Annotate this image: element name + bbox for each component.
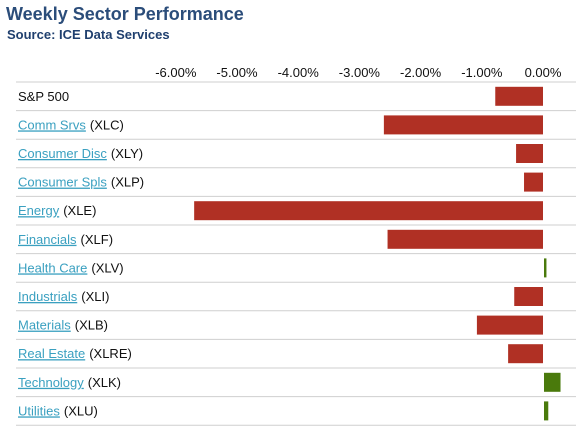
bar-consumer-spls <box>524 172 543 192</box>
sector-ticker: (XLRE) <box>89 346 132 361</box>
x-tick-label: -5.00% <box>216 65 258 80</box>
sector-name: S&P 500 <box>18 89 69 104</box>
bar-industrials <box>514 287 543 306</box>
sector-name-link[interactable]: Technology <box>18 375 84 390</box>
bar-energy <box>194 201 543 221</box>
sector-name-link[interactable]: Health Care <box>18 260 87 275</box>
sector-label: Comm Srvs (XLC) <box>18 117 124 132</box>
sector-ticker: (XLP) <box>111 175 144 190</box>
table-row: Financials (XLF) <box>16 229 576 255</box>
sector-ticker: (XLY) <box>111 146 143 161</box>
bar-financials <box>387 229 543 249</box>
sector-name-link[interactable]: Materials <box>18 318 71 333</box>
sector-label: Consumer Disc (XLY) <box>18 146 143 161</box>
sector-name-link[interactable]: Utilities <box>18 403 60 418</box>
x-axis-ticks: -6.00% -5.00% -4.00% -3.00% -2.00% -1.00% 0.00… <box>155 65 562 80</box>
sector-ticker: (XLE) <box>63 203 96 218</box>
table-row: Consumer Disc (XLY) <box>16 144 576 169</box>
sector-ticker: (XLF) <box>81 232 114 247</box>
sector-name-link[interactable]: Energy <box>18 203 60 218</box>
sector-label: Health Care (XLV) <box>18 260 124 275</box>
sector-label: S&P 500 <box>18 89 69 104</box>
table-row: Consumer Spls (XLP) <box>16 172 576 197</box>
sector-label: Industrials (XLI) <box>18 289 109 304</box>
table-row: Real Estate (XLRE) <box>16 344 576 369</box>
sector-name-link[interactable]: Industrials <box>18 289 78 304</box>
table-row: Energy (XLE) <box>16 201 576 226</box>
sector-ticker: (XLB) <box>75 318 108 333</box>
table-row: S&P 500 <box>16 86 576 112</box>
bar-health-care <box>544 258 547 278</box>
sector-label: Energy (XLE) <box>18 203 96 218</box>
sector-ticker: (XLK) <box>88 375 121 390</box>
sector-label: Technology (XLK) <box>18 375 121 390</box>
x-tick-label: -4.00% <box>278 65 320 80</box>
table-row: Materials (XLB) <box>16 315 576 340</box>
table-row: Technology (XLK) <box>16 372 576 398</box>
bar-materials <box>476 315 543 335</box>
table-row: Comm Srvs (XLC) <box>16 115 576 140</box>
bar-s-p-500 <box>495 86 543 106</box>
sector-label: Real Estate (XLRE) <box>18 346 132 361</box>
sector-ticker: (XLI) <box>81 289 109 304</box>
sector-name-link[interactable]: Consumer Spls <box>18 175 107 190</box>
chart-title: Weekly Sector Performance <box>6 4 244 24</box>
table-row: Utilities (XLU) <box>16 401 576 426</box>
table-row: Industrials (XLI) <box>16 287 576 312</box>
bar-technology <box>544 372 561 392</box>
x-tick-label: -6.00% <box>155 65 197 80</box>
sector-ticker: (XLU) <box>64 403 98 418</box>
sector-name-link[interactable]: Consumer Disc <box>18 146 107 161</box>
x-tick-label: -1.00% <box>461 65 503 80</box>
sector-name-link[interactable]: Financials <box>18 232 77 247</box>
x-tick-label: -3.00% <box>339 65 381 80</box>
table-row: Health Care (XLV) <box>16 258 576 283</box>
sector-label: Materials (XLB) <box>18 318 108 333</box>
bar-comm-srvs <box>383 115 543 135</box>
sector-name-link[interactable]: Comm Srvs <box>18 117 86 132</box>
bar-consumer-disc <box>516 144 543 163</box>
sector-label: Financials (XLF) <box>18 232 113 247</box>
bar-utilities <box>544 401 549 421</box>
bar-real-estate <box>508 344 543 364</box>
sector-label: Utilities (XLU) <box>18 403 98 418</box>
sector-ticker: (XLV) <box>91 260 123 275</box>
sector-name-link[interactable]: Real Estate <box>18 346 85 361</box>
x-tick-label: 0.00% <box>525 65 562 80</box>
sector-ticker: (XLC) <box>90 117 124 132</box>
x-tick-label: -2.00% <box>400 65 442 80</box>
sector-label: Consumer Spls (XLP) <box>18 175 144 190</box>
chart-subtitle: Source: ICE Data Services <box>7 27 170 42</box>
